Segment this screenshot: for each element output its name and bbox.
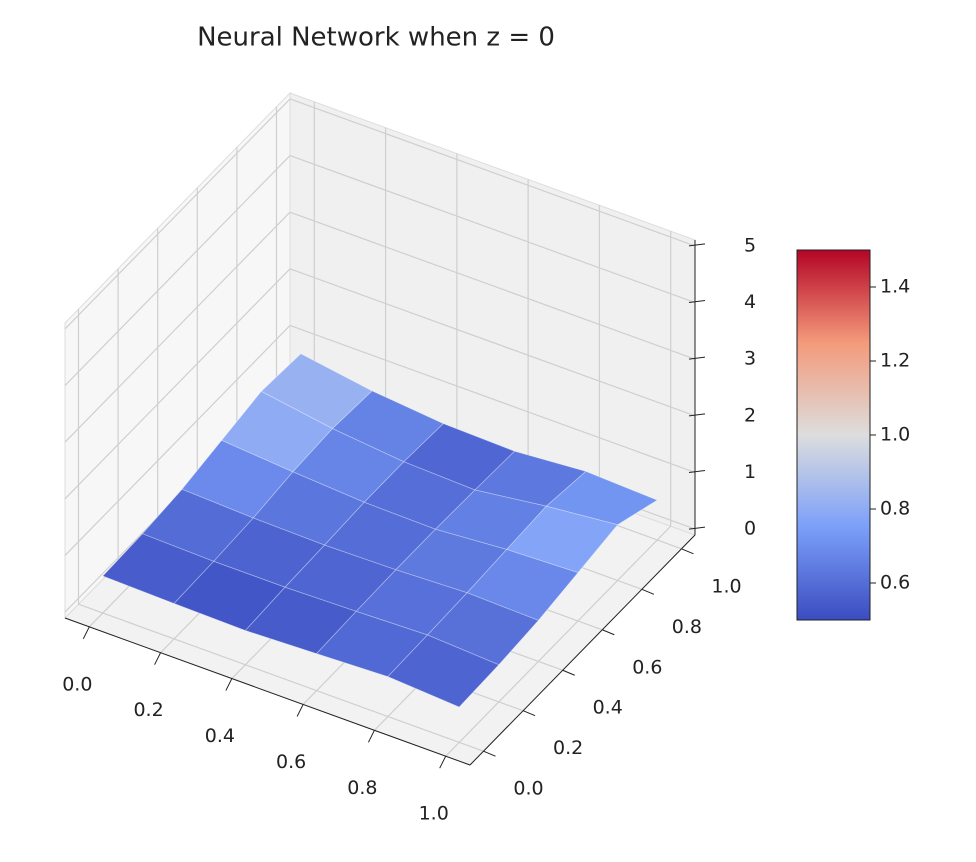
grid-line <box>289 268 696 417</box>
y-tick-label: 0.6 <box>632 656 662 678</box>
x-tick <box>367 730 375 743</box>
y-tick <box>681 548 694 555</box>
surface-patch <box>466 549 579 621</box>
z-tick <box>688 300 706 304</box>
z-tick-label: 4 <box>744 291 756 313</box>
z-tick <box>688 413 706 417</box>
y-tick <box>641 588 655 595</box>
y-tick-label: 0.0 <box>513 778 543 800</box>
surface-patch <box>426 592 540 666</box>
grid-line <box>445 525 672 757</box>
grid-line <box>78 603 484 752</box>
x-tick-label: 0.6 <box>276 751 306 773</box>
z-tick-label: 1 <box>744 461 756 483</box>
x-tick-label: 0.0 <box>62 673 92 695</box>
x-tick <box>154 652 162 665</box>
y-tick <box>522 710 536 717</box>
y-axis <box>469 534 696 766</box>
grid-line <box>289 324 696 474</box>
grid-line <box>64 325 291 556</box>
colorbar-tick-label: 0.6 <box>880 572 910 594</box>
y-tick <box>562 669 575 676</box>
grid-line <box>289 154 696 304</box>
surface-patch <box>505 505 619 574</box>
grid-line <box>289 98 696 247</box>
y-tick-label: 1.0 <box>711 575 741 597</box>
x-tick-label: 0.2 <box>133 699 163 721</box>
x-tick <box>439 755 447 769</box>
x-tick <box>296 704 304 717</box>
z-tick <box>688 243 706 247</box>
colorbar <box>796 249 871 621</box>
x-tick <box>82 626 90 640</box>
grid-line <box>64 98 291 330</box>
z-tick <box>688 356 706 360</box>
colorbar-tick-label: 1.2 <box>880 350 910 372</box>
z-tick-label: 2 <box>744 404 756 426</box>
surface-patch <box>387 634 500 708</box>
y-tick-label: 0.4 <box>593 697 623 719</box>
z-tick-label: 3 <box>744 348 756 370</box>
y-tick-label: 0.8 <box>672 616 702 638</box>
y-tick <box>602 629 615 636</box>
x-tick-label: 0.4 <box>205 725 235 747</box>
z-tick-label: 0 <box>744 518 756 540</box>
grid-line <box>289 211 696 360</box>
chart-title: Neural Network when z = 0 <box>197 23 555 53</box>
grid-line <box>64 211 291 443</box>
grid-line <box>64 155 291 386</box>
x-axis <box>64 617 471 766</box>
y-tick-label: 0.2 <box>553 737 583 759</box>
z-tick-label: 5 <box>744 234 756 256</box>
colorbar-tick-label: 1.0 <box>880 424 910 446</box>
grid-line <box>64 268 291 500</box>
colorbar-tick-label: 1.4 <box>880 276 910 298</box>
z-tick <box>688 526 706 530</box>
x-tick <box>225 678 233 691</box>
colorbar-tick-label: 0.8 <box>880 498 910 520</box>
x-tick-label: 1.0 <box>419 803 449 825</box>
z-tick <box>688 469 706 473</box>
surface-patch <box>545 470 659 526</box>
x-tick-label: 0.8 <box>347 777 377 799</box>
y-tick <box>483 750 496 757</box>
